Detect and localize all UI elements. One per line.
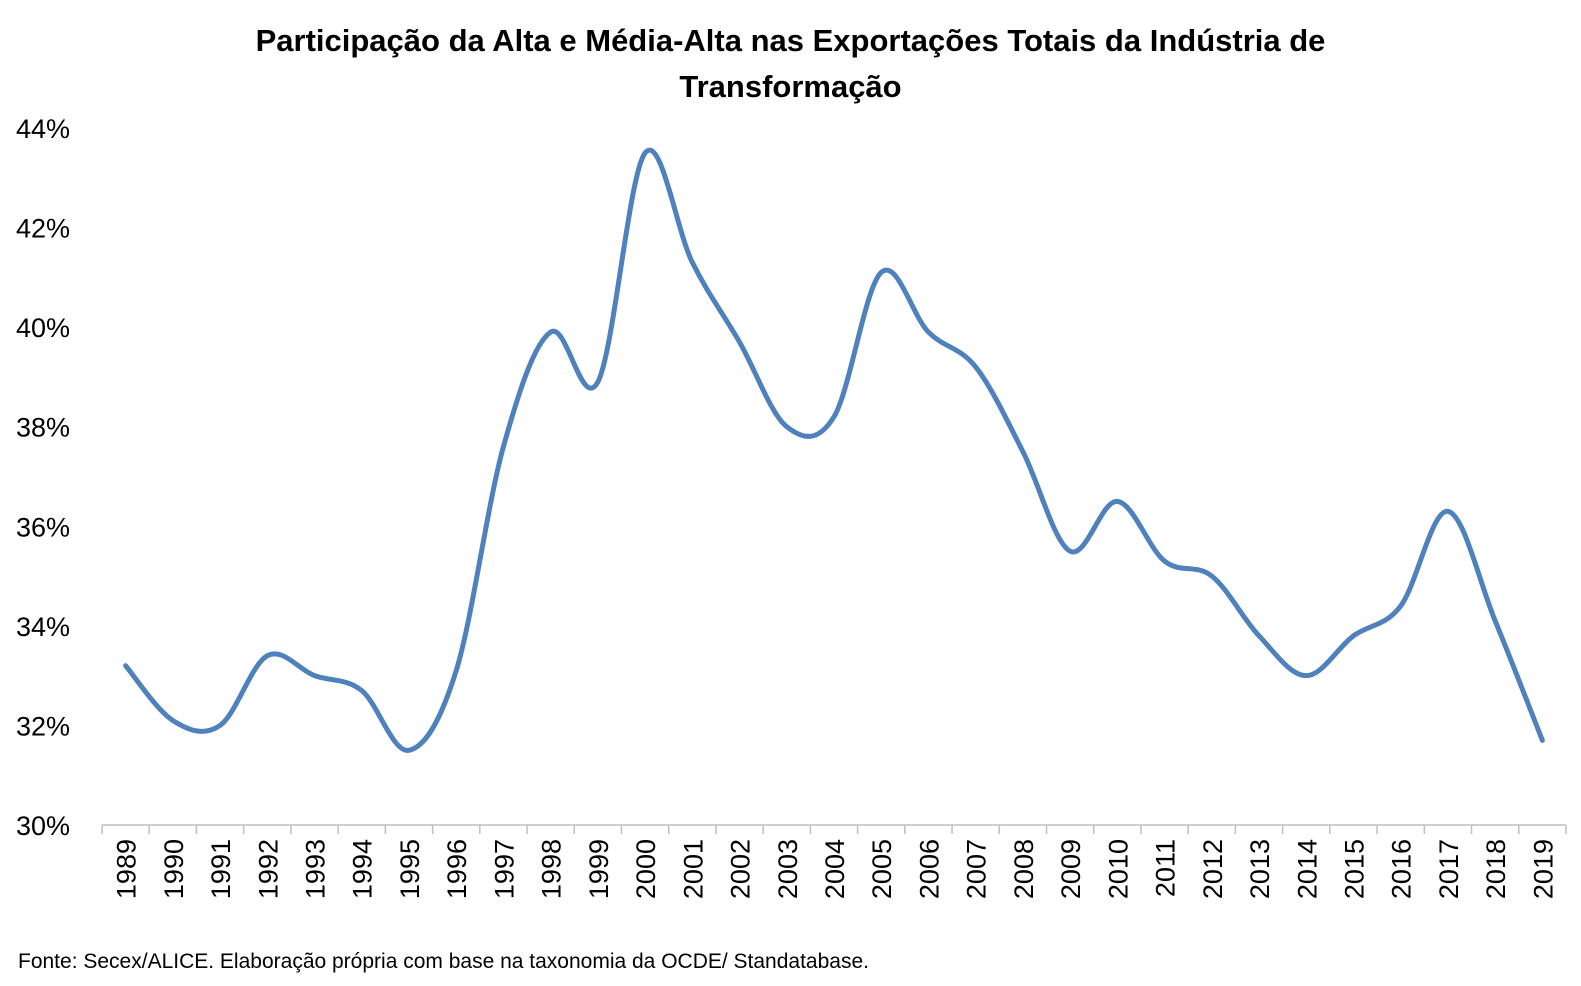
x-tick-label: 1996 [442,839,472,899]
x-tick-label: 2012 [1198,839,1228,899]
data-point [690,260,695,265]
data-point [1068,549,1073,554]
x-tick-label: 2006 [914,839,944,899]
x-axis: 1989 1990 1991 1992 1993 1994 1995 1996 1997 1998… [101,824,1567,899]
y-tick-label: 34% [16,612,70,642]
x-tick-label: 1991 [206,839,236,899]
y-axis-tick-labels: 30% 32% 34% 36% 38% 40% 42% 44% [16,114,70,841]
x-tick-label: 2009 [1056,839,1086,899]
x-tick-label: 1989 [112,839,142,899]
data-point [265,653,270,658]
x-tick-label: 2016 [1387,839,1417,899]
series-line [123,147,1545,753]
x-tick-label: 1990 [159,839,189,899]
x-tick-label: 2018 [1481,839,1511,899]
data-point [1351,633,1356,638]
chart-title-line-2: Transformação [679,69,902,104]
data-point [1445,509,1450,514]
y-tick-label: 40% [16,313,70,343]
x-tick-label: 2002 [726,839,756,899]
data-point [926,330,931,335]
data-point [643,150,648,155]
y-tick-label: 30% [16,811,70,841]
data-point [1257,633,1262,638]
data-point [312,673,317,678]
x-tick-label: 1998 [537,839,567,899]
y-tick-label: 38% [16,413,70,443]
data-point [1162,559,1167,564]
x-tick-label: 1999 [584,839,614,899]
x-tick-label: 2013 [1245,839,1275,899]
y-tick-label: 32% [16,711,70,741]
data-point [218,723,223,728]
data-point [1398,603,1403,608]
x-tick-label: 2010 [1103,839,1133,899]
data-point [1540,738,1545,743]
data-point [595,379,600,384]
data-point [737,340,742,345]
data-point [832,414,837,419]
data-point [454,668,459,673]
data-point [879,270,884,275]
data-point [548,330,553,335]
data-point [1209,574,1214,579]
data-point [123,663,128,668]
y-tick-label: 36% [16,512,70,542]
data-point [973,364,978,369]
x-tick-label: 2011 [1151,839,1181,897]
data-point [501,444,506,449]
x-tick-label: 1997 [489,839,519,899]
source-note: Fonte: Secex/ALICE. Elaboração própria c… [18,950,869,973]
x-tick-label: 1993 [301,839,331,899]
y-tick-label: 44% [16,114,70,144]
data-point [1115,499,1120,504]
x-tick-label: 2007 [962,839,992,899]
y-tick-label: 42% [16,214,70,244]
x-tick-label: 2000 [631,839,661,899]
data-point [406,748,411,753]
x-tick-label: 2014 [1292,839,1322,899]
x-tick-label: 2004 [820,839,850,899]
data-point [784,424,789,429]
series-group [123,147,1545,753]
x-tick-label: 2019 [1528,839,1558,899]
x-tick-label: 1995 [395,839,425,899]
data-point [1493,618,1498,623]
x-tick-label: 1994 [348,839,378,899]
x-tick-label: 2003 [773,839,803,899]
x-tick-label: 1992 [253,839,283,899]
data-point [1020,449,1025,454]
x-tick-label: 2008 [1009,839,1039,899]
data-point [1304,673,1309,678]
data-point [170,718,175,723]
chart-title-line-1: Participação da Alta e Média-Alta nas Ex… [255,23,1326,58]
data-point [359,688,364,693]
x-tick-label: 2015 [1339,839,1369,899]
x-tick-label: 2005 [867,839,897,899]
x-tick-label: 2017 [1434,839,1464,899]
chart-title: Participação da Alta e Média-Alta nas Ex… [0,18,1581,110]
x-tick-label: 2001 [678,839,708,899]
